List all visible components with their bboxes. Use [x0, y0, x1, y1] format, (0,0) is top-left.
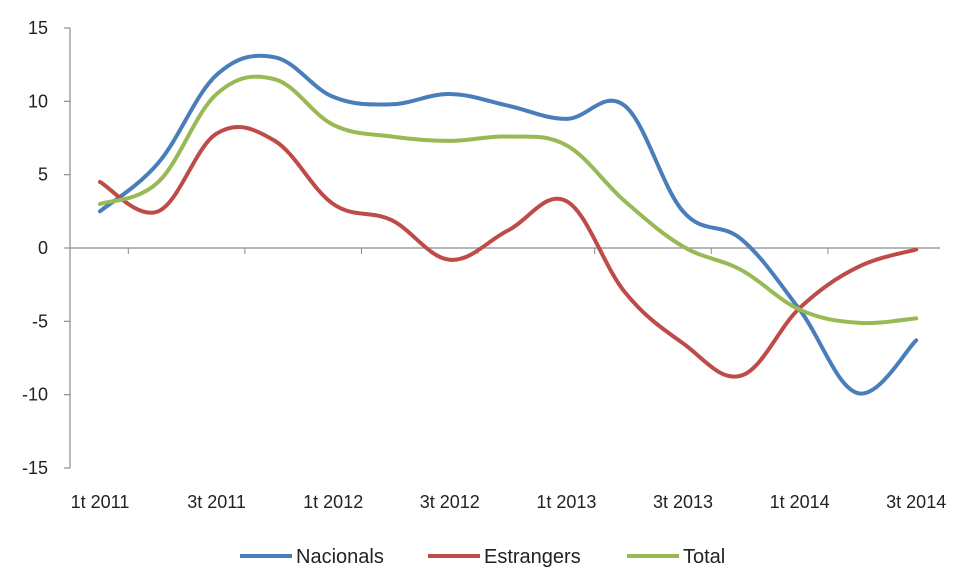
legend-item-total: Total: [627, 546, 725, 568]
legend: Nacionals Estrangers Total: [240, 546, 725, 568]
x-axis-ticks: 1t 2011 3t 2011 1t 2012 3t 2012 1t 2013 3t 20…: [71, 492, 947, 512]
series-line-total: [98, 74, 919, 326]
series-line-estrangers: [98, 125, 919, 379]
x-tick-label: 1t 2011: [71, 492, 130, 512]
x-tick-label: 3t 2013: [653, 492, 713, 512]
legend-item-nacionals: Nacionals: [240, 546, 384, 568]
legend-label-total: Total: [683, 546, 725, 568]
y-tick-label: 5: [38, 165, 48, 185]
x-tick-label: 1t 2013: [536, 492, 596, 512]
x-tick-label: 3t 2012: [420, 492, 480, 512]
series-lines: [98, 53, 919, 396]
y-tick-label: -15: [22, 458, 48, 478]
legend-label-nacionals: Nacionals: [296, 546, 384, 568]
x-tick-label: 1t 2014: [770, 492, 830, 512]
x-tick-label: 3t 2014: [886, 492, 946, 512]
y-tick-label: 15: [28, 18, 48, 38]
y-axis-ticks: 15 10 5 0 -5 -10 -15: [22, 18, 70, 478]
x-tick-label: 1t 2012: [303, 492, 363, 512]
legend-label-estrangers: Estrangers: [484, 546, 581, 568]
y-tick-label: -10: [22, 385, 48, 405]
y-tick-label: 10: [28, 91, 48, 111]
legend-item-estrangers: Estrangers: [428, 546, 581, 568]
y-tick-label: -5: [32, 311, 48, 331]
x-tick-label: 3t 2011: [187, 492, 246, 512]
series-line-nacionals: [98, 53, 919, 396]
y-tick-label: 0: [38, 238, 48, 258]
